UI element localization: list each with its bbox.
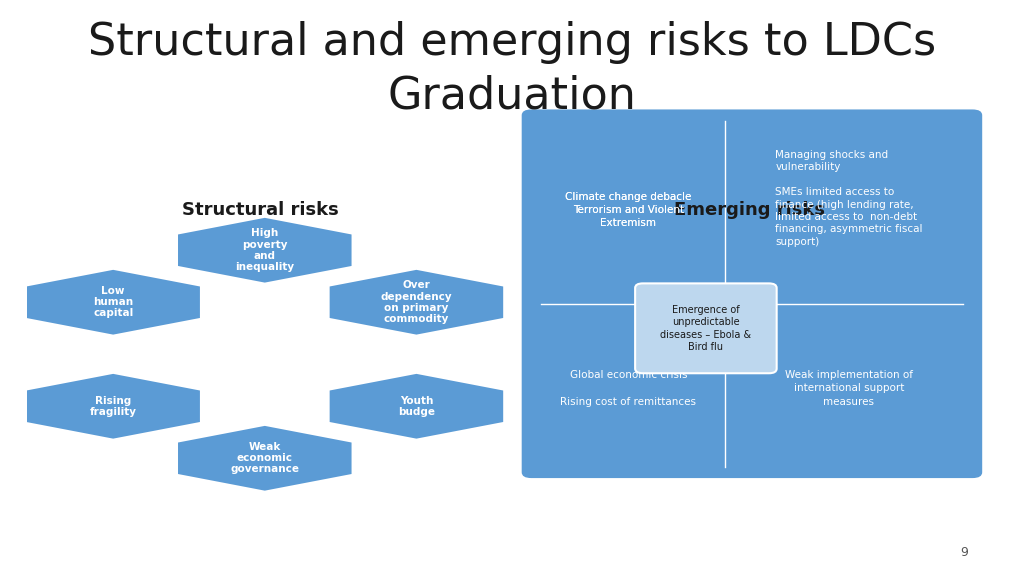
Polygon shape bbox=[176, 425, 353, 492]
Polygon shape bbox=[176, 217, 353, 284]
Text: 9: 9 bbox=[959, 545, 968, 559]
Text: Rising
fragility: Rising fragility bbox=[90, 396, 136, 417]
Text: Weak
economic
governance: Weak economic governance bbox=[230, 442, 299, 475]
Text: Weak implementation of
international support
measures: Weak implementation of international sup… bbox=[785, 370, 913, 407]
Polygon shape bbox=[25, 268, 202, 336]
Text: Climate change debacle
Terrorism and Violent
Extremism: Climate change debacle Terrorism and Vio… bbox=[565, 192, 691, 228]
Text: Youth
budge: Youth budge bbox=[398, 396, 435, 417]
Text: Over
dependency
on primary
commodity: Over dependency on primary commodity bbox=[381, 281, 453, 324]
Polygon shape bbox=[25, 373, 202, 440]
Text: Managing shocks and
vulnerability

SMEs limited access to
finance (high lending : Managing shocks and vulnerability SMEs l… bbox=[775, 150, 923, 247]
Text: Low
human
capital: Low human capital bbox=[93, 286, 133, 319]
FancyBboxPatch shape bbox=[521, 109, 982, 478]
FancyBboxPatch shape bbox=[635, 283, 776, 373]
Text: Climate change debacle
Terrorism and Violent
Extremism: Climate change debacle Terrorism and Vio… bbox=[565, 192, 691, 228]
Text: Global economic crisis

Rising cost of remittances: Global economic crisis Rising cost of re… bbox=[560, 370, 696, 407]
Polygon shape bbox=[329, 373, 505, 440]
Text: Structural and emerging risks to LDCs
Graduation: Structural and emerging risks to LDCs Gr… bbox=[88, 21, 936, 118]
Text: Structural risks: Structural risks bbox=[181, 201, 338, 219]
Text: Emerging risks: Emerging risks bbox=[674, 201, 825, 219]
Polygon shape bbox=[329, 268, 505, 336]
Text: Emergence of
unpredictable
diseases – Ebola &
Bird flu: Emergence of unpredictable diseases – Eb… bbox=[660, 305, 752, 352]
Text: High
poverty
and
inequality: High poverty and inequality bbox=[236, 229, 294, 272]
